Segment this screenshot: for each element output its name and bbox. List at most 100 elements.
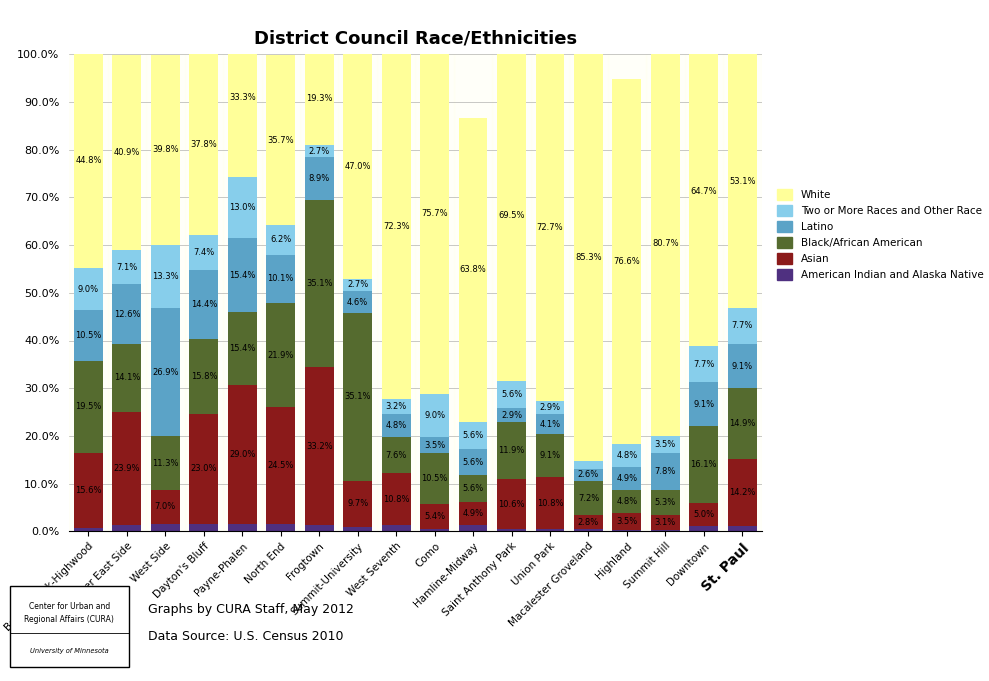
Bar xyxy=(305,526,333,531)
Bar xyxy=(113,345,141,411)
Bar xyxy=(113,411,141,526)
Text: 15.4%: 15.4% xyxy=(229,270,255,280)
Bar xyxy=(454,54,493,531)
Text: 5.4%: 5.4% xyxy=(424,512,445,521)
Text: 29.0%: 29.0% xyxy=(229,450,255,459)
Bar xyxy=(343,291,372,313)
Bar xyxy=(343,279,372,291)
Bar xyxy=(74,528,103,531)
Bar xyxy=(113,526,141,531)
Bar xyxy=(343,481,372,527)
Text: 80.7%: 80.7% xyxy=(652,239,678,248)
Bar xyxy=(574,460,603,469)
Text: 23.0%: 23.0% xyxy=(191,464,218,473)
Bar xyxy=(574,481,603,516)
Bar xyxy=(190,338,219,414)
Text: 24.5%: 24.5% xyxy=(268,461,294,470)
Bar xyxy=(612,467,641,490)
Bar xyxy=(190,54,219,235)
Bar xyxy=(574,469,603,481)
Legend: White, Two or More Races and Other Race, Latino, Black/African American, Asian, : White, Two or More Races and Other Race,… xyxy=(776,189,983,281)
Text: 5.6%: 5.6% xyxy=(463,431,484,440)
Text: 3.1%: 3.1% xyxy=(655,518,676,527)
Text: 15.6%: 15.6% xyxy=(75,486,102,495)
Bar xyxy=(459,422,488,449)
Bar xyxy=(728,54,757,308)
Bar xyxy=(420,503,449,529)
Text: 9.0%: 9.0% xyxy=(78,285,99,294)
Bar xyxy=(305,144,333,157)
Bar xyxy=(570,54,607,531)
Text: 75.7%: 75.7% xyxy=(421,209,448,218)
Bar xyxy=(305,200,333,367)
Bar xyxy=(531,54,570,531)
Bar xyxy=(190,270,219,338)
Bar xyxy=(612,513,641,530)
Bar xyxy=(459,526,488,531)
Text: 72.3%: 72.3% xyxy=(383,222,409,232)
Text: 64.7%: 64.7% xyxy=(690,187,717,196)
Bar xyxy=(261,54,300,531)
Bar xyxy=(651,490,679,515)
Text: 10.8%: 10.8% xyxy=(537,498,564,507)
Bar xyxy=(612,444,641,467)
Bar xyxy=(146,54,185,531)
Bar xyxy=(612,490,641,513)
Title: District Council Race/Ethnicities: District Council Race/Ethnicities xyxy=(254,29,577,48)
Text: 13.0%: 13.0% xyxy=(229,203,255,212)
Bar xyxy=(113,55,141,251)
Bar xyxy=(69,54,108,531)
Bar xyxy=(536,434,565,477)
Bar xyxy=(420,33,449,394)
Text: 4.8%: 4.8% xyxy=(616,497,638,506)
Text: 19.5%: 19.5% xyxy=(75,402,102,411)
Bar xyxy=(459,475,488,502)
Bar xyxy=(536,54,565,400)
Bar xyxy=(382,473,410,525)
Text: 76.6%: 76.6% xyxy=(613,257,640,266)
Bar xyxy=(190,235,219,270)
Bar xyxy=(536,400,565,414)
Text: 12.6%: 12.6% xyxy=(114,310,140,319)
Bar xyxy=(612,79,641,444)
Bar xyxy=(651,436,679,452)
Text: 3.5%: 3.5% xyxy=(655,440,676,449)
Bar xyxy=(574,516,603,528)
Text: 10.5%: 10.5% xyxy=(75,331,102,340)
Bar xyxy=(266,524,295,531)
Text: 4.9%: 4.9% xyxy=(463,509,484,518)
Text: 2.6%: 2.6% xyxy=(578,471,599,479)
Text: 15.8%: 15.8% xyxy=(191,372,218,381)
Bar xyxy=(227,18,257,176)
Text: Graphs by CURA Staff, May 2012: Graphs by CURA Staff, May 2012 xyxy=(148,603,354,616)
Bar xyxy=(689,383,718,426)
Text: 19.3%: 19.3% xyxy=(306,94,332,103)
Text: 33.3%: 33.3% xyxy=(228,93,256,101)
Text: 11.9%: 11.9% xyxy=(498,446,525,455)
Bar xyxy=(151,437,180,490)
Bar xyxy=(689,426,718,503)
Bar xyxy=(497,422,526,479)
Bar xyxy=(689,526,718,531)
Text: 16.1%: 16.1% xyxy=(690,460,717,469)
Text: 10.6%: 10.6% xyxy=(498,499,525,509)
Bar xyxy=(382,525,410,531)
Bar xyxy=(305,367,333,526)
Text: 14.1%: 14.1% xyxy=(114,373,140,383)
Text: 15.4%: 15.4% xyxy=(229,344,255,353)
Text: 35.1%: 35.1% xyxy=(344,392,371,402)
Bar xyxy=(646,54,684,531)
Text: 14.2%: 14.2% xyxy=(729,488,756,497)
Text: 10.5%: 10.5% xyxy=(421,474,448,483)
Bar xyxy=(300,54,338,531)
Text: 4.8%: 4.8% xyxy=(616,451,638,460)
Text: 4.6%: 4.6% xyxy=(347,298,368,307)
Text: 53.1%: 53.1% xyxy=(729,176,756,185)
Bar xyxy=(459,449,488,475)
Text: 5.6%: 5.6% xyxy=(500,390,522,399)
Text: 10.1%: 10.1% xyxy=(268,274,294,283)
Bar xyxy=(74,54,103,268)
Text: 10.8%: 10.8% xyxy=(383,494,409,504)
Text: 7.4%: 7.4% xyxy=(193,248,215,257)
Text: 7.7%: 7.7% xyxy=(693,360,714,368)
